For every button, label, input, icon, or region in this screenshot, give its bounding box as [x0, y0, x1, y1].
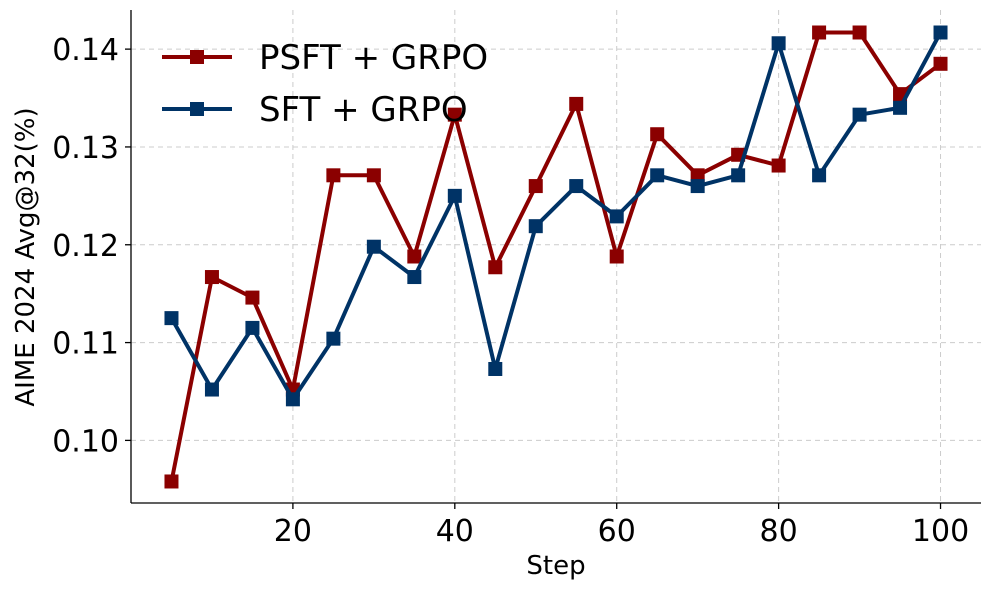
y-tick-label: 0.11: [52, 327, 119, 362]
data-point-marker: [407, 270, 422, 285]
legend: PSFT + GRPO SFT + GRPO: [162, 38, 488, 130]
legend-label: PSFT + GRPO: [259, 38, 488, 78]
data-point-marker: [447, 188, 462, 203]
legend-item: SFT + GRPO: [162, 90, 468, 130]
y-axis-label: AIME 2024 Avg@32(%): [11, 107, 41, 406]
y-tick-label: 0.14: [52, 33, 119, 68]
data-point-marker: [569, 179, 584, 194]
data-point-marker: [650, 127, 665, 142]
data-point-marker: [204, 270, 219, 285]
data-point-marker: [852, 25, 867, 40]
data-point-marker: [326, 168, 341, 183]
data-point-marker: [609, 209, 624, 224]
y-tick-label: 0.13: [52, 131, 119, 166]
data-point-marker: [569, 96, 584, 111]
data-point-marker: [366, 168, 381, 183]
tick-labels: 20 40 60 80 100 0.10 0.11 0.12 0.13 0.14: [52, 33, 969, 549]
data-point-marker: [164, 474, 179, 489]
data-point-marker: [771, 158, 786, 173]
data-point-marker: [488, 361, 503, 376]
y-tick-label: 0.10: [52, 424, 119, 459]
x-axis-label: Step: [526, 551, 585, 581]
data-point-marker: [204, 382, 219, 397]
data-point-marker: [447, 107, 462, 122]
data-point-marker: [326, 331, 341, 346]
axes: [130, 10, 981, 504]
data-point-marker: [285, 392, 300, 407]
data-point-marker: [528, 179, 543, 194]
x-tick-label: 80: [760, 514, 798, 549]
data-point-marker: [852, 107, 867, 122]
data-point-marker: [731, 168, 746, 183]
data-point-marker: [812, 25, 827, 40]
data-point-marker: [893, 100, 908, 115]
legend-marker-swatch: [190, 50, 204, 64]
series-line: [169, 31, 943, 402]
data-point-marker: [164, 311, 179, 326]
series: [164, 25, 948, 489]
x-tick-label: 40: [436, 514, 474, 549]
data-point-marker: [690, 179, 705, 194]
x-tick-label: 20: [274, 514, 312, 549]
data-point-marker: [366, 239, 381, 254]
legend-marker-swatch: [190, 102, 204, 116]
data-point-marker: [528, 219, 543, 234]
legend-label: SFT + GRPO: [259, 90, 468, 130]
data-point-marker: [245, 290, 260, 305]
data-point-marker: [690, 168, 705, 183]
data-point-marker: [933, 25, 948, 40]
y-tick-label: 0.12: [52, 229, 119, 264]
data-point-marker: [488, 260, 503, 275]
data-point-marker: [933, 56, 948, 71]
x-tick-label: 60: [598, 514, 636, 549]
data-point-marker: [245, 320, 260, 335]
legend-item: PSFT + GRPO: [162, 38, 488, 78]
grid-lines: [131, 10, 981, 503]
series-psft-grpo: [164, 25, 948, 489]
data-point-marker: [650, 168, 665, 183]
data-point-marker: [407, 249, 422, 264]
data-point-marker: [771, 36, 786, 51]
data-point-marker: [609, 249, 624, 264]
series-sft-grpo: [164, 25, 948, 407]
x-tick-label: 100: [912, 514, 969, 549]
data-point-marker: [812, 168, 827, 183]
series-line: [169, 30, 942, 482]
